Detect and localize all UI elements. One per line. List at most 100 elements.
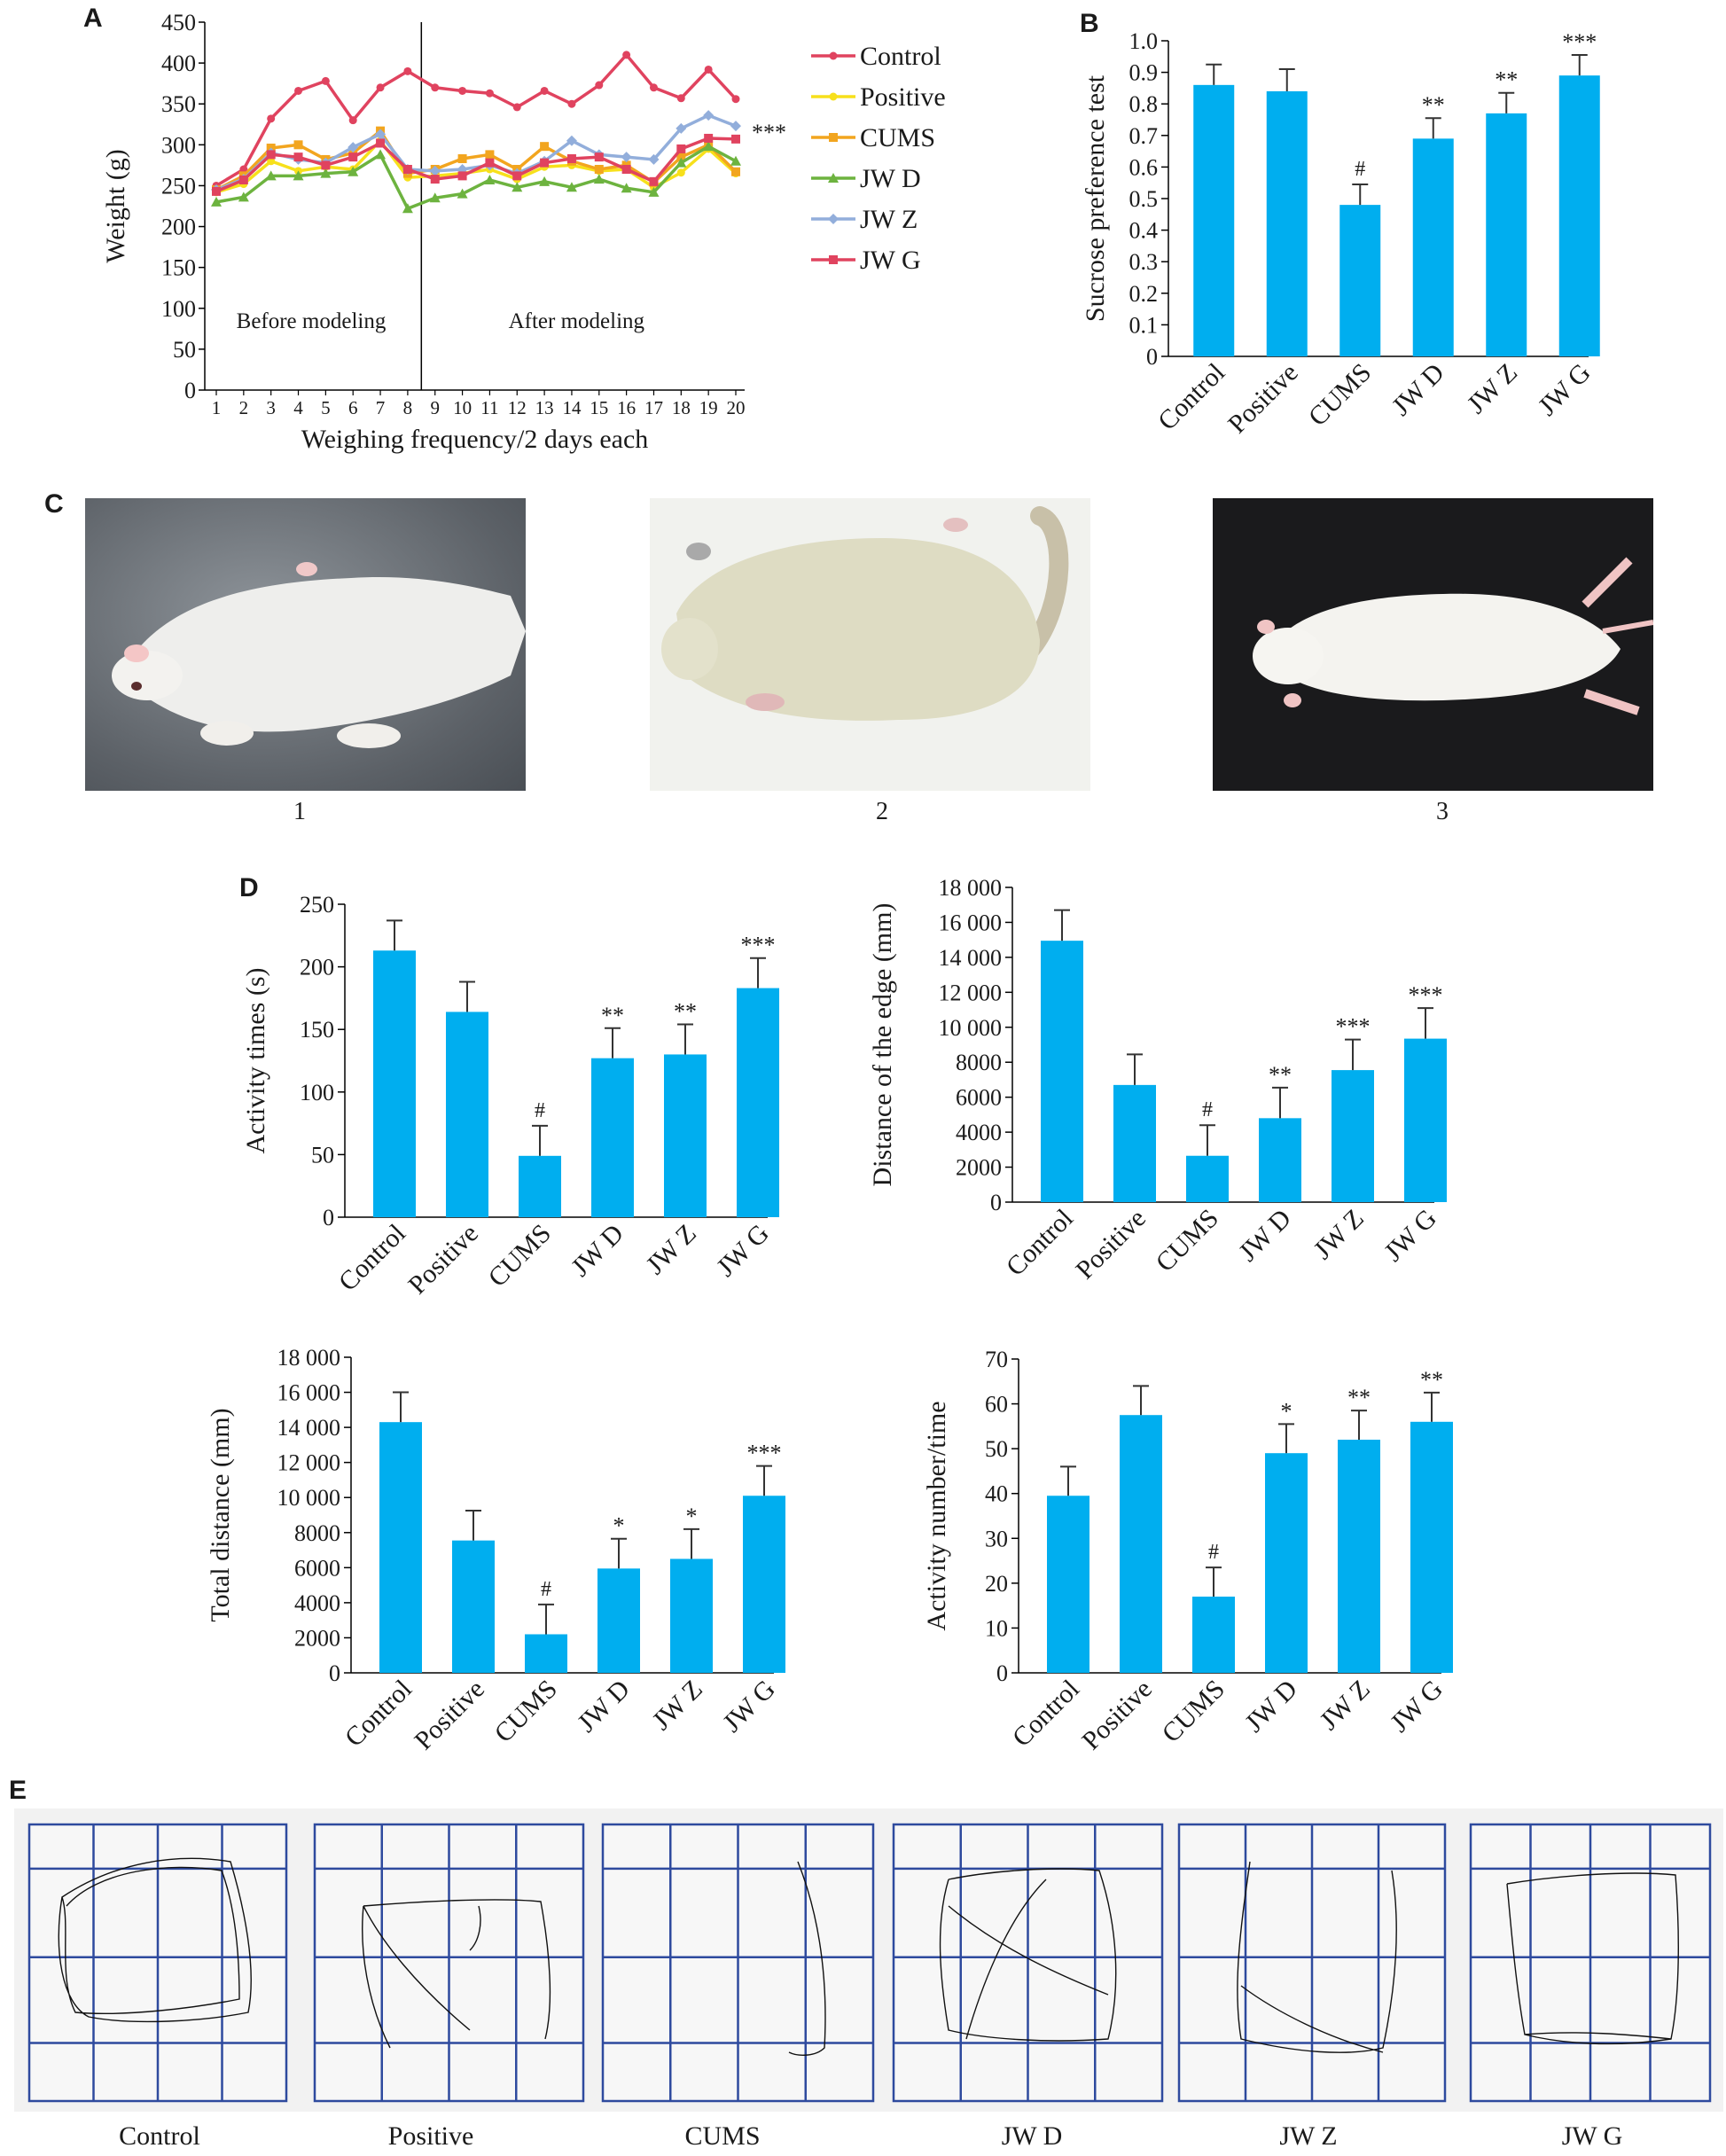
y-tick-label: 30: [985, 1526, 1008, 1551]
x-tick-label-a: 18: [672, 397, 691, 418]
significance-mark: **: [1420, 1367, 1443, 1393]
y-tick-label-a: 450: [161, 10, 196, 35]
series-marker: [485, 150, 495, 160]
y-tick-label-a: 100: [161, 296, 196, 322]
bar: [1192, 1597, 1235, 1673]
y-axis-label: Sucrose preference test: [1081, 74, 1110, 322]
significance-mark: **: [1269, 1062, 1292, 1088]
series-marker: [484, 174, 496, 184]
series-jw-g: JW G: [212, 133, 921, 275]
series-marker: [403, 66, 412, 75]
significance-mark: ***: [741, 933, 776, 958]
series-marker: [430, 175, 440, 184]
x-axis-label-a: Weighing frequency/2 days each: [301, 425, 649, 454]
y-tick-label: 10 000: [277, 1485, 341, 1511]
series-marker: [348, 152, 358, 162]
panel-label-a: A: [83, 4, 103, 33]
bar: [664, 1054, 707, 1217]
bar: [1332, 1070, 1374, 1202]
significance-mark: **: [674, 999, 697, 1025]
category-label: CUMS: [1303, 358, 1377, 432]
y-axis-label: Total distance (mm): [206, 1408, 235, 1621]
bar: [597, 1568, 640, 1673]
photo-caption-1: 1: [293, 798, 306, 825]
series-marker: [375, 129, 387, 140]
category-label: JW G: [1533, 358, 1597, 422]
series-marker: [704, 65, 713, 74]
series-marker: [238, 191, 249, 202]
y-tick-label: 2000: [294, 1625, 340, 1651]
track-label-jw-g: JW G: [1561, 2121, 1623, 2151]
y-tick-label-a: 250: [161, 173, 196, 199]
bar: [1338, 1440, 1380, 1673]
series-marker: [567, 99, 576, 108]
series-marker: [566, 182, 577, 192]
series-marker: [649, 176, 659, 186]
series-marker: [676, 157, 687, 168]
series-marker: [703, 141, 715, 152]
bar-chart-d4: 0 10 20 30 40 50 60 70 Activity number/time Contr…: [922, 1347, 1453, 1755]
bar: [670, 1558, 713, 1673]
series-marker: [828, 173, 839, 183]
y-tick-label: 4000: [294, 1590, 340, 1616]
photo-caption-3: 3: [1436, 798, 1449, 825]
series-marker: [730, 121, 741, 132]
series-marker: [829, 255, 838, 264]
series-marker: [239, 165, 248, 174]
significance-mark: ***: [1409, 982, 1443, 1008]
y-tick-label: 70: [985, 1347, 1008, 1372]
y-tick-label: 12 000: [277, 1450, 341, 1476]
x-tick-label-a: 2: [239, 397, 249, 418]
series-marker: [376, 83, 385, 92]
y-tick-label: 0: [1146, 344, 1158, 370]
y-tick-label: 8000: [956, 1050, 1002, 1075]
track-label-cums: CUMS: [684, 2121, 761, 2151]
series-marker: [731, 167, 740, 176]
y-tick-label: 0: [996, 1660, 1008, 1686]
series-marker: [457, 188, 468, 199]
track-label-positive: Positive: [387, 2121, 474, 2151]
category-label: JW D: [566, 1219, 629, 1283]
category-label: Positive: [1222, 358, 1304, 440]
category-label: CUMS: [488, 1675, 562, 1748]
series-marker: [293, 140, 303, 150]
x-tick-label-a: 12: [508, 397, 527, 418]
rat-photo-1: [85, 498, 526, 791]
bar: [1120, 1415, 1162, 1673]
category-label: Control: [340, 1675, 418, 1753]
category-label: CUMS: [1150, 1204, 1223, 1277]
panel-label-d: D: [239, 873, 259, 902]
category-label: Positive: [409, 1675, 490, 1756]
y-tick-label: 0.3: [1129, 249, 1159, 275]
bar: [1404, 1038, 1447, 1202]
series-marker: [595, 81, 604, 90]
category-label: Positive: [1070, 1204, 1152, 1285]
series-marker: [321, 160, 331, 170]
category-label: JW Z: [1462, 358, 1523, 419]
series-control: Control: [212, 42, 941, 190]
x-tick-label-a: 14: [562, 397, 582, 418]
y-tick-label: 0: [329, 1660, 340, 1686]
category-label: JW D: [572, 1675, 636, 1738]
series-marker: [457, 154, 467, 164]
y-tick-label: 18 000: [277, 1345, 341, 1371]
y-tick-label: 12 000: [939, 980, 1003, 1005]
y-tick-label: 6000: [294, 1555, 340, 1581]
series-marker: [485, 89, 494, 98]
category-label: JW Z: [640, 1219, 701, 1280]
series-marker: [212, 186, 221, 196]
series-marker: [540, 158, 550, 168]
legend-label: JW G: [860, 246, 921, 275]
series-line: [215, 52, 738, 187]
photo-caption-2: 2: [876, 798, 888, 825]
y-tick-label-a: 350: [161, 91, 196, 117]
y-tick-label: 200: [300, 955, 334, 980]
y-tick-label: 10: [985, 1615, 1008, 1641]
series-marker: [429, 192, 441, 203]
bar-chart-d2: 0 2000 4000 6000 8000 10 000 12 000 14 000 16 00…: [868, 875, 1447, 1285]
y-tick-label: 0.7: [1129, 123, 1159, 149]
y-tick-label: 10 000: [939, 1015, 1003, 1041]
y-axis-label-a: Weight (g): [101, 149, 130, 262]
y-tick-label: 0.5: [1129, 186, 1159, 212]
series-marker: [539, 176, 551, 186]
